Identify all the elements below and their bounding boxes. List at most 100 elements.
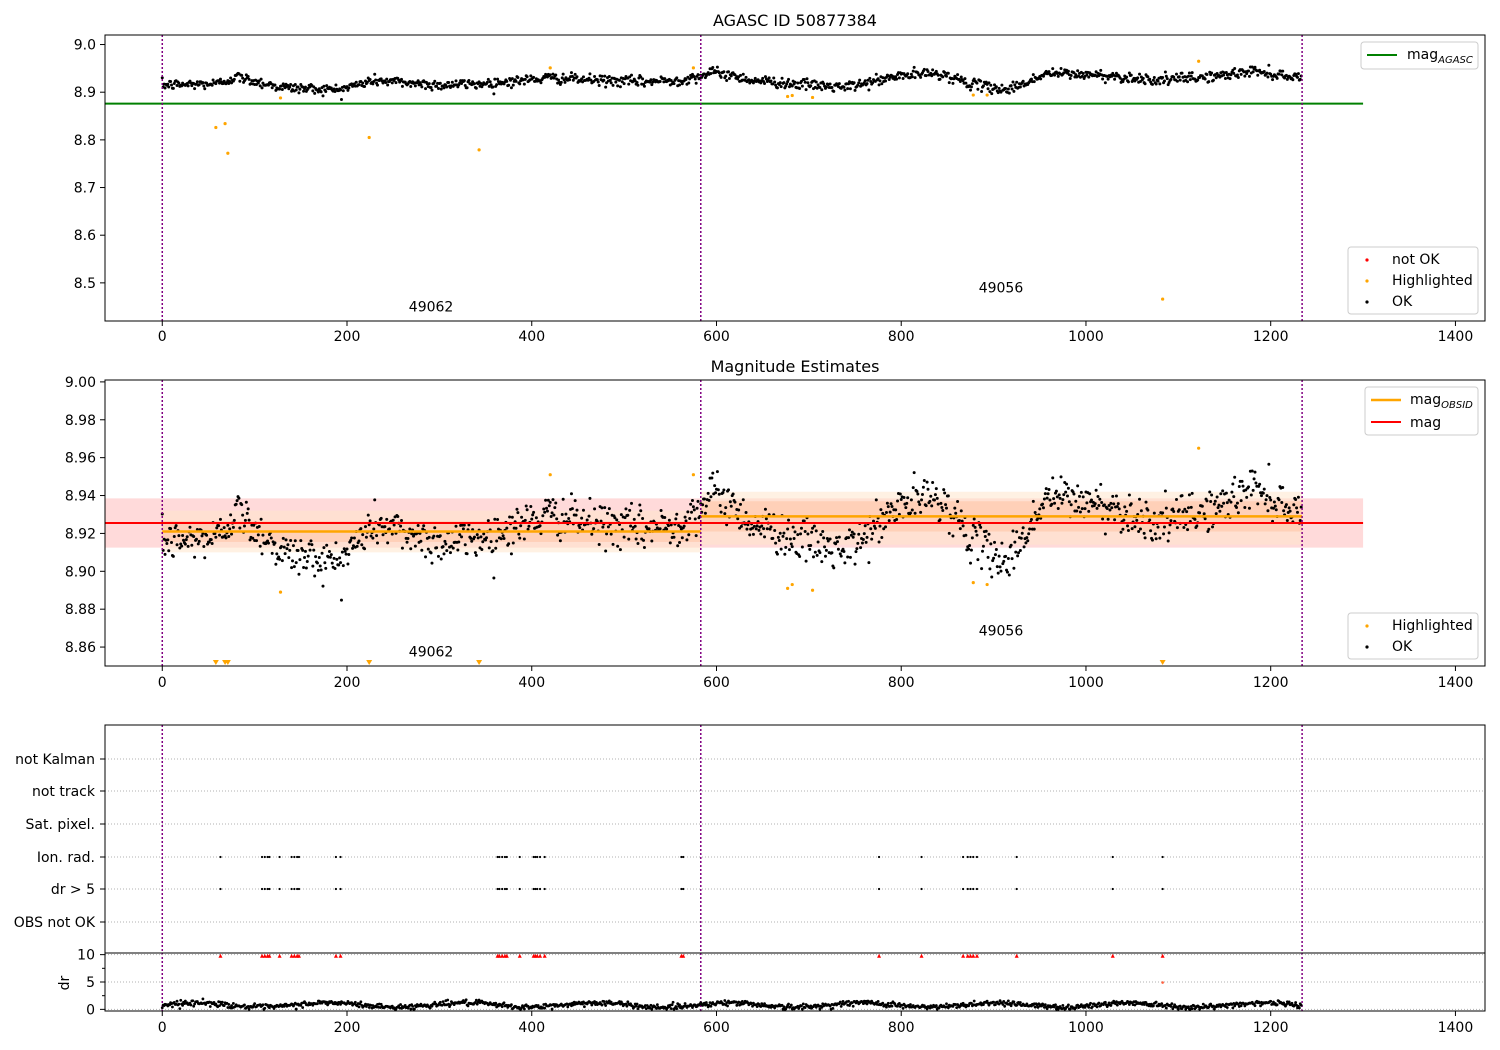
- ok-point: [1205, 72, 1209, 76]
- ok-point: [488, 80, 492, 84]
- ok-point: [779, 547, 783, 551]
- ok-point: [1156, 79, 1160, 83]
- ok-point: [771, 82, 775, 86]
- ok-point: [951, 81, 955, 85]
- ok-point: [897, 76, 901, 80]
- dr-point: [500, 1005, 504, 1009]
- ok-point: [492, 576, 496, 580]
- ok-point: [810, 530, 814, 534]
- ok-point: [1010, 87, 1014, 91]
- ok-point: [639, 509, 643, 513]
- dr-point: [635, 1002, 639, 1006]
- highlighted-point: [278, 590, 283, 594]
- ok-point: [1264, 498, 1268, 502]
- ok-point: [944, 503, 948, 507]
- dr-point: [669, 1007, 673, 1011]
- ok-point: [993, 553, 997, 557]
- dr-point: [466, 1004, 470, 1008]
- ion-rad-flag-point: [260, 855, 264, 859]
- ok-point: [918, 502, 922, 506]
- ok-point: [1015, 530, 1019, 534]
- ok-point: [296, 549, 300, 553]
- ok-point: [865, 535, 869, 539]
- x-tick-label: 800: [888, 329, 915, 345]
- ok-point: [201, 81, 205, 85]
- ok-point: [771, 536, 775, 540]
- ok-point: [350, 536, 354, 540]
- ok-point: [798, 555, 802, 559]
- ok-point: [580, 516, 584, 520]
- ok-point: [1010, 557, 1014, 561]
- ok-point: [611, 83, 615, 87]
- ok-point: [1256, 502, 1260, 506]
- ok-point: [1103, 81, 1107, 85]
- ok-point: [896, 499, 900, 503]
- dr-point: [192, 1004, 196, 1008]
- x-tick-label: 0: [158, 1020, 167, 1036]
- ok-point: [178, 546, 182, 550]
- ok-point: [930, 504, 934, 508]
- ok-point: [881, 511, 885, 515]
- ok-point: [527, 524, 531, 528]
- ok-point: [680, 82, 684, 86]
- ok-point: [980, 90, 984, 94]
- ok-point: [448, 551, 452, 555]
- ok-point: [460, 535, 464, 539]
- ok-point: [261, 533, 265, 537]
- ok-point: [737, 508, 741, 512]
- ok-point: [668, 541, 672, 545]
- ion-rad-flag-point: [268, 855, 271, 859]
- ok-point: [1114, 71, 1118, 75]
- ok-point: [613, 516, 617, 520]
- ok-point: [224, 536, 228, 540]
- ok-point: [481, 540, 485, 544]
- ok-point: [505, 79, 509, 83]
- dr-point: [367, 1006, 371, 1009]
- ok-point: [906, 496, 910, 500]
- ok-point: [1154, 537, 1158, 541]
- ok-point: [964, 533, 968, 537]
- ok-point: [1214, 512, 1218, 516]
- dr-point: [674, 1005, 678, 1008]
- ok-point: [847, 528, 851, 532]
- ok-point: [868, 76, 872, 80]
- ion-rad-flag-point: [534, 855, 537, 859]
- ok-point: [312, 548, 316, 552]
- dr-point: [624, 1002, 628, 1006]
- dr-point: [683, 1002, 687, 1005]
- ok-point: [184, 538, 188, 542]
- dr-flag-marker: [877, 953, 882, 958]
- ok-point: [526, 527, 530, 531]
- ok-point: [757, 528, 761, 532]
- ok-point: [1109, 501, 1113, 505]
- ok-point: [1277, 498, 1281, 502]
- ok-point: [246, 507, 250, 511]
- dr-point: [1201, 1002, 1205, 1006]
- ion-rad-flag-point: [503, 855, 507, 859]
- ok-point: [1253, 65, 1257, 69]
- ok-point: [895, 517, 899, 521]
- ok-point: [739, 73, 743, 77]
- ok-point: [1258, 482, 1262, 486]
- ok-point: [416, 524, 420, 528]
- ok-point: [703, 511, 707, 515]
- ok-point: [912, 65, 916, 69]
- ok-point: [1045, 496, 1049, 500]
- dr-point: [191, 999, 195, 1003]
- ok-point: [1074, 499, 1078, 503]
- dr-point: [522, 1007, 526, 1011]
- ok-point: [332, 87, 336, 91]
- dr-point: [178, 1007, 182, 1011]
- ok-point: [856, 541, 860, 545]
- ion-rad-flag-point: [518, 855, 521, 859]
- ok-point: [167, 549, 171, 553]
- ok-point: [1126, 528, 1130, 532]
- ok-point: [1079, 490, 1083, 494]
- ok-point: [449, 544, 453, 548]
- ok-point: [561, 497, 565, 501]
- ok-point: [990, 575, 994, 579]
- ok-point: [691, 505, 695, 509]
- ok-point: [424, 87, 428, 91]
- highlighted-point: [477, 148, 481, 152]
- ok-point: [1277, 72, 1281, 76]
